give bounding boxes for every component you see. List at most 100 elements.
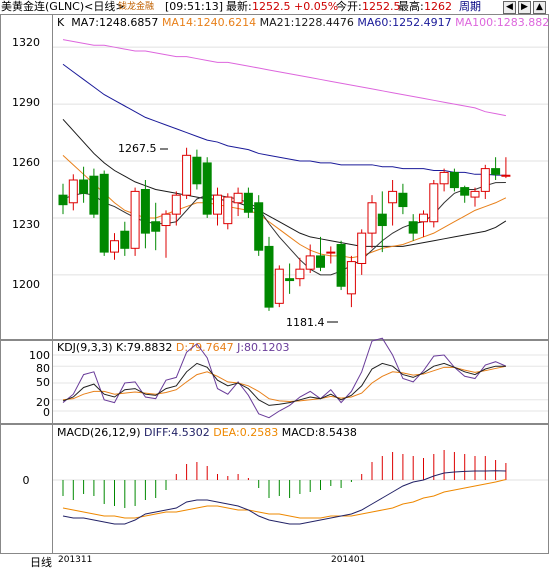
candle-body <box>89 175 99 215</box>
candle-body <box>285 278 295 282</box>
kdj-legend: KDJ(9,3,3) K:79.8832 D:79.7647 J:80.1203 <box>57 341 290 354</box>
macd-diff-line <box>62 470 506 525</box>
candle-body <box>58 194 68 206</box>
period-button[interactable]: 周期 <box>459 0 481 13</box>
candle-body <box>449 171 459 189</box>
candle-body <box>419 213 428 223</box>
candle-body <box>140 188 150 234</box>
kdj-tick-0: 0 <box>43 406 50 419</box>
brand-logo: 钱龙金融 <box>118 2 155 12</box>
latest-value: 1252.5 <box>252 0 291 13</box>
latest-label: 最新: <box>226 0 252 13</box>
candle-body <box>151 221 161 232</box>
candle-body <box>99 173 109 253</box>
high-value: 1262 <box>424 0 452 13</box>
x-label-201401: 201401 <box>331 555 366 565</box>
arrow-right-icon[interactable]: ▶ <box>518 1 531 14</box>
ma7-line <box>62 181 506 276</box>
macd-diff: DIFF:4.5302 <box>144 426 210 439</box>
kdj-tick-50: 50 <box>36 376 50 389</box>
kdj-tick-20: 20 <box>36 396 50 409</box>
candle-body <box>182 154 192 196</box>
candle-body <box>346 261 356 295</box>
candle-body <box>120 230 130 249</box>
kdj-tick-80: 80 <box>36 362 50 375</box>
open-label: 今开: <box>336 0 362 13</box>
candle-body <box>480 168 490 192</box>
high-label: 最高: <box>398 0 424 13</box>
kdj-k-line <box>62 362 506 406</box>
candle-body <box>161 213 171 227</box>
candle-body <box>408 221 418 234</box>
ma60-line <box>62 63 506 176</box>
candle-body <box>439 171 449 185</box>
y-tick-1230: 1230 <box>12 218 40 231</box>
kdj-j: J:80.1203 <box>237 341 290 354</box>
macd-title: MACD(26,12,9) <box>57 426 141 439</box>
candle-body <box>377 213 387 227</box>
macd-dea-line <box>62 478 507 519</box>
candle-body <box>470 190 480 198</box>
open-value: 1252.5 <box>362 0 401 13</box>
kdj-d: D:79.7647 <box>175 341 234 354</box>
y-tick-1200: 1200 <box>12 278 40 291</box>
ma14-legend: MA14:1240.6214 <box>161 16 257 29</box>
candle-body <box>357 232 367 264</box>
candle-body <box>223 196 233 225</box>
main-legend: K MA7:1248.6857 MA14:1240.6214 MA21:1228… <box>57 16 549 29</box>
candle-body <box>233 192 243 204</box>
quote-header: 美黄金连(GLNC)<日线> 钱龙金融 [09:51:13] 最新: 1252.… <box>0 0 549 14</box>
quote-time: [09:51:13] <box>165 0 223 13</box>
arrow-left-icon[interactable]: ◀ <box>503 1 516 14</box>
candle-body <box>336 244 346 287</box>
candle-body <box>79 179 89 194</box>
candle-body <box>316 255 325 268</box>
ma100-line <box>62 39 506 117</box>
candle-body <box>171 194 181 215</box>
candle-body <box>213 194 222 215</box>
candle-body <box>367 202 377 234</box>
ma100-legend: MA100:1283.8820 <box>455 16 549 29</box>
candle-body <box>429 183 439 223</box>
candle-body <box>388 190 398 204</box>
candle-body <box>295 268 305 280</box>
candle-body <box>254 202 264 251</box>
candle-body <box>130 190 140 249</box>
kdj-title: KDJ(9,3,3) <box>57 341 113 354</box>
candle-body <box>460 187 470 196</box>
macd-legend: MACD(26,12,9) DIFF:4.5302 DEA:0.2583 MAC… <box>57 426 357 439</box>
ma21-line <box>62 118 507 247</box>
change-value: +0.05% <box>294 0 339 13</box>
ma7-legend: MA7:1248.6857 <box>71 16 159 29</box>
ma60-legend: MA60:1252.4917 <box>357 16 452 29</box>
high-annotation: 1267.5 <box>118 142 157 155</box>
x-label-201311: 201311 <box>58 555 93 565</box>
candle-body <box>398 192 408 208</box>
k-label: K <box>57 16 65 29</box>
ma21-legend: MA21:1228.4476 <box>259 16 354 29</box>
candle-body <box>110 240 119 253</box>
macd-value: MACD:8.5438 <box>281 426 357 439</box>
kdj-k: K:79.8832 <box>116 341 173 354</box>
low-annotation: 1181.4 <box>286 316 325 329</box>
y-tick-1260: 1260 <box>12 156 40 169</box>
instrument-title: 美黄金连(GLNC)<日线> <box>1 0 125 13</box>
y-tick-1290: 1290 <box>12 96 40 109</box>
candle-body <box>326 251 336 254</box>
candle-body <box>264 245 274 308</box>
kdj-j-line <box>62 337 507 419</box>
macd-tick-0: 0 <box>22 474 30 487</box>
candle-body <box>274 268 284 304</box>
candle-body <box>243 192 253 213</box>
macd-dea: DEA:0.2583 <box>213 426 279 439</box>
candle-body <box>491 168 501 175</box>
y-tick-1320: 1320 <box>12 36 40 49</box>
arrow-up-icon[interactable]: ▲ <box>533 1 546 14</box>
kdj-tick-100: 100 <box>29 349 50 362</box>
kdj-d-line <box>62 365 507 402</box>
y-axis-divider <box>52 14 53 554</box>
candle-body <box>202 162 212 215</box>
candle-body <box>305 255 315 270</box>
candle-body <box>501 174 511 177</box>
